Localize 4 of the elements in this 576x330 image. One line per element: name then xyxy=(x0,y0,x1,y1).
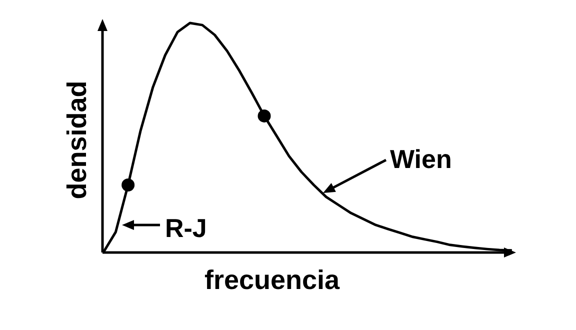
x-axis-title: frecuencia xyxy=(204,265,341,295)
y-axis-title: densidad xyxy=(62,80,92,200)
annotation: Wien xyxy=(390,144,452,174)
annotation: R-J xyxy=(165,213,207,243)
